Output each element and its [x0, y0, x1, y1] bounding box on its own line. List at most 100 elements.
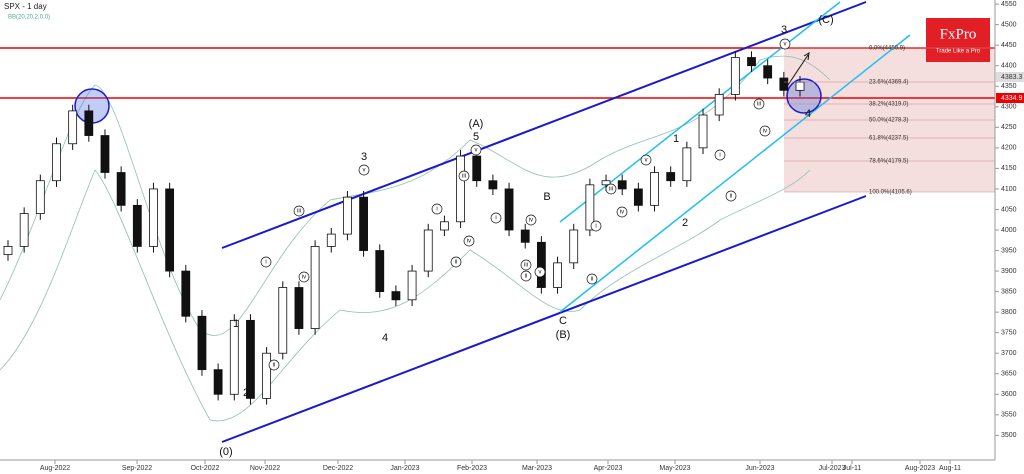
candle-body — [553, 262, 562, 288]
y-tick-label: 4400 — [1001, 63, 1017, 70]
candle-body — [569, 229, 579, 264]
y-tick-label: 3850 — [1001, 288, 1017, 295]
candle-body — [35, 180, 45, 214]
sub-wave-label: ii — [273, 363, 276, 369]
x-tick-label: Jun-2023 — [745, 465, 774, 472]
candle-body — [520, 229, 530, 243]
candle-body — [747, 57, 756, 67]
x-tick-label: Aug-2023 — [905, 465, 935, 472]
channel-upper — [221, 1, 867, 249]
wave-label: B — [543, 191, 550, 203]
candle-body — [795, 81, 805, 91]
wave-label: 3 — [361, 151, 367, 163]
candle-body — [310, 246, 320, 329]
sub-wave-circle — [358, 164, 370, 176]
sub-wave-label: ii — [525, 274, 528, 280]
sub-wave-label: iv — [620, 210, 624, 216]
candle-body — [52, 143, 61, 182]
wave-label: 1 — [673, 133, 679, 145]
fib-label: 50.0%(4278.3) — [869, 118, 908, 124]
candle-body — [650, 172, 659, 206]
x-tick-label: May-2023 — [659, 465, 690, 472]
sub-wave-label: i — [595, 224, 596, 230]
candle-body — [19, 213, 29, 247]
channel-lower — [221, 195, 867, 443]
fib-label: 78.6%(4179.5) — [869, 159, 908, 165]
sub-wave-label: iii — [609, 187, 613, 193]
candle-body — [666, 172, 676, 182]
sub-wave-circle — [520, 270, 532, 282]
x-tick-label: Feb-2023 — [457, 465, 487, 472]
sub-wave-label: v — [645, 158, 648, 164]
x-tick-label: Mar-2023 — [522, 465, 552, 472]
x-tick-label: Jan-2023 — [390, 465, 419, 472]
candle-body — [779, 77, 789, 91]
sub-wave-label: v — [784, 42, 787, 48]
sub-wave-label: v — [539, 270, 542, 276]
sub-wave-circle — [616, 206, 628, 218]
y-tick-label: 4350 — [1001, 83, 1017, 90]
candle-body — [375, 250, 385, 293]
sub-wave-label: iii — [462, 174, 466, 180]
candle-body — [213, 369, 223, 395]
sub-wave-circle — [458, 170, 470, 182]
y-tick-label: 3950 — [1001, 247, 1017, 254]
sub-wave-circle — [260, 256, 272, 268]
candle-body — [181, 270, 191, 317]
candle-body — [391, 291, 401, 301]
wave-label: (0) — [219, 446, 232, 458]
price-label: 4383.3 — [1001, 74, 1023, 81]
sub-wave-label: i — [265, 260, 266, 266]
y-tick-label: 3600 — [1001, 391, 1017, 398]
candle-body — [68, 110, 78, 145]
candle-body — [197, 315, 207, 371]
wave-label: 1 — [233, 318, 239, 330]
sub-wave-label: i — [436, 207, 437, 213]
candle-body — [100, 135, 110, 173]
candle-body — [262, 352, 272, 399]
candle-body — [278, 287, 288, 354]
x-tick-label: Aug-11 — [939, 465, 961, 472]
chart-title: SPX - 1 day — [4, 2, 47, 11]
sub-wave-circle — [463, 235, 475, 247]
fib-label: 38.2%(4319.0) — [869, 102, 908, 108]
candle-body — [682, 147, 692, 182]
x-tick-label: Dec-2022 — [323, 465, 353, 472]
candle-body — [585, 184, 595, 231]
candle-body — [84, 110, 94, 136]
y-tick-label: 4300 — [1001, 104, 1017, 111]
sub-wave-label: iv — [302, 275, 306, 281]
price-tag — [996, 93, 1024, 103]
highlight-circle — [786, 78, 822, 114]
sub-wave-label: i — [495, 216, 496, 222]
candle-body — [423, 229, 433, 272]
y-tick-label: 4150 — [1001, 165, 1017, 172]
candle-body — [730, 57, 740, 95]
sub-wave-label: ii — [591, 277, 594, 283]
y-tick-label: 4100 — [1001, 186, 1017, 193]
fib-label: 61.8%(4237.5) — [869, 136, 908, 142]
sub-wave-circle — [753, 98, 765, 110]
y-tick-label: 4200 — [1001, 145, 1017, 152]
y-tick-label: 3550 — [1001, 412, 1017, 419]
sub-wave-circle — [431, 203, 443, 215]
sub-wave-label: iii — [297, 209, 301, 215]
sub-wave-circle — [490, 212, 502, 224]
channel-inner-upper — [559, 1, 841, 223]
y-tick-label: 3650 — [1001, 371, 1017, 378]
x-tick-label: Jul-2023 — [819, 465, 846, 472]
y-tick-label: 4500 — [1001, 21, 1017, 28]
y-tick-label: 3750 — [1001, 330, 1017, 337]
sub-wave-circle — [759, 125, 771, 137]
sub-wave-circle — [640, 154, 652, 166]
wave-label: (A) — [469, 118, 484, 130]
candle-body — [633, 188, 643, 206]
candle-body — [343, 196, 352, 235]
x-tick-label: Nov-2022 — [250, 465, 280, 472]
candle-body — [488, 180, 498, 190]
candle-body — [601, 180, 611, 186]
wave-label: A — [536, 279, 544, 291]
y-tick-label: 4050 — [1001, 206, 1017, 213]
y-tick-label: 3700 — [1001, 350, 1017, 357]
wave-label: (B) — [556, 329, 571, 341]
